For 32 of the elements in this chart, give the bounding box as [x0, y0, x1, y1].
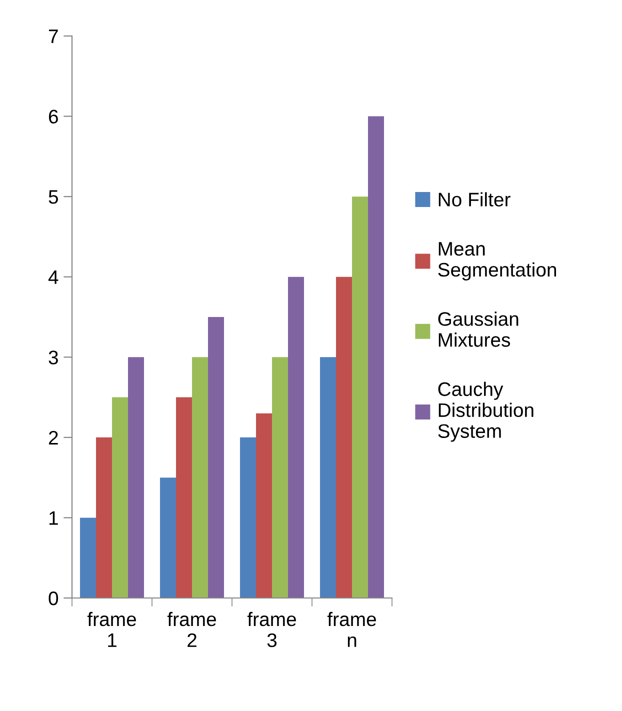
bar	[256, 413, 272, 598]
x-tick-label: frame n	[327, 612, 376, 647]
bar	[128, 357, 144, 598]
bar	[192, 357, 208, 598]
legend-label: No Filter	[438, 192, 510, 206]
bar	[176, 397, 192, 598]
x-tick-label: frame 3	[247, 612, 296, 648]
legend-label: Cauchy Distribution System	[438, 382, 534, 442]
bar	[320, 357, 336, 598]
legend-label: Gaussian Mixtures	[438, 312, 518, 347]
bar	[352, 196, 368, 598]
bar	[160, 478, 176, 598]
bar	[112, 397, 128, 598]
legend-label: Mean Segmentation	[438, 242, 556, 280]
bar	[240, 437, 256, 598]
bar	[96, 437, 112, 598]
y-tick-label: 0	[48, 591, 58, 606]
bar	[288, 276, 304, 598]
y-tick-label: 5	[48, 190, 58, 204]
y-tick-label: 2	[48, 430, 58, 444]
bar	[272, 357, 288, 598]
bar	[208, 317, 224, 598]
y-tick-label: 6	[48, 110, 58, 124]
x-tick-label: frame 2	[167, 612, 216, 647]
y-tick-label: 3	[48, 350, 58, 364]
y-tick-label: 7	[48, 30, 58, 44]
bar	[336, 276, 352, 598]
x-tick-label: frame 1	[87, 612, 136, 647]
bar	[368, 116, 384, 598]
y-tick-label: 1	[49, 511, 58, 525]
y-tick-label: 4	[48, 270, 58, 284]
bar	[80, 518, 96, 598]
